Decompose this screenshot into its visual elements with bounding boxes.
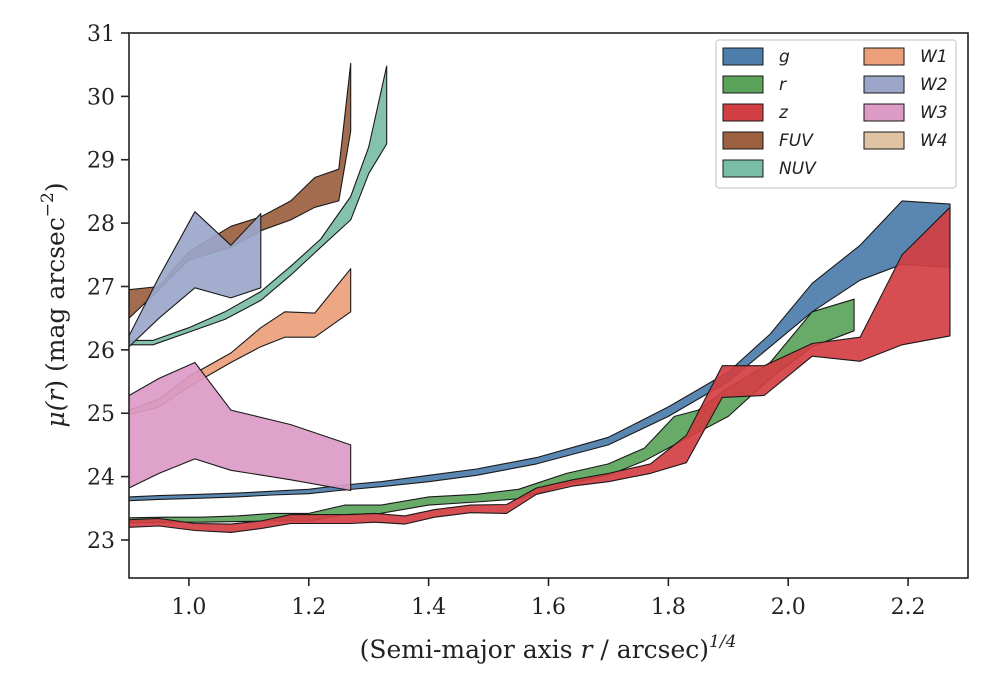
- legend-swatch-g: [722, 47, 764, 66]
- x-tick-label: 1.0: [171, 595, 206, 620]
- x-axis-label: (Semi-major axis r / arcsec)1/4: [360, 632, 737, 664]
- legend-swatch-w2: [863, 75, 905, 94]
- y-tick-label: 31: [87, 22, 115, 47]
- legend-swatch-nuv: [722, 159, 764, 178]
- band-nuv: [129, 65, 388, 346]
- legend-label-w4: W4: [920, 131, 948, 151]
- y-tick-label: 24: [87, 466, 115, 491]
- legend-label-w1: W1: [920, 47, 948, 67]
- x-tick-label: 1.2: [291, 595, 326, 620]
- legend-label-g: g: [779, 47, 790, 67]
- band-r: [129, 298, 855, 524]
- y-axis: 23 24 25 26 27 28 29 30 31: [87, 22, 129, 554]
- band-w2: [129, 211, 262, 348]
- legend-label-nuv: NUV: [779, 159, 817, 179]
- legend-label-r: r: [779, 75, 787, 95]
- y-tick-label: 27: [87, 275, 115, 300]
- x-tick-label: 2.2: [891, 595, 926, 620]
- legend-label-w2: W2: [920, 75, 948, 95]
- legend-swatch-fuv: [722, 131, 764, 150]
- legend: grz FUV NUV W1 W2 W3 W4: [715, 39, 957, 189]
- band-w3: [129, 361, 352, 492]
- x-tick-label: 1.8: [651, 595, 686, 620]
- x-tick-label: 2.0: [771, 595, 806, 620]
- y-tick-label: 23: [87, 529, 115, 554]
- legend-swatch-w4: [863, 131, 905, 150]
- band-z: [129, 206, 951, 533]
- legend-label-fuv: FUV: [779, 131, 814, 151]
- bands-layer: [129, 62, 951, 533]
- legend-label-z: z: [778, 103, 789, 123]
- x-tick-label: 1.6: [531, 595, 566, 620]
- x-tick-label: 1.4: [411, 595, 446, 620]
- legend-swatch-z: [722, 103, 764, 122]
- y-tick-label: 25: [87, 402, 115, 427]
- y-axis-label: μ(r) (mag arcsec−2): [38, 182, 70, 427]
- band-g: [129, 200, 951, 502]
- legend-label-w3: W3: [920, 103, 948, 123]
- y-tick-label: 28: [87, 212, 115, 237]
- x-axis: 1.0 1.2 1.4 1.6 1.8 2.0 2.2: [171, 578, 926, 620]
- y-tick-label: 26: [87, 339, 115, 364]
- legend-swatch-r: [722, 75, 764, 94]
- y-tick-label: 29: [87, 149, 115, 174]
- legend-swatch-w3: [863, 103, 905, 122]
- y-tick-label: 30: [87, 85, 115, 110]
- legend-swatch-w1: [863, 47, 905, 66]
